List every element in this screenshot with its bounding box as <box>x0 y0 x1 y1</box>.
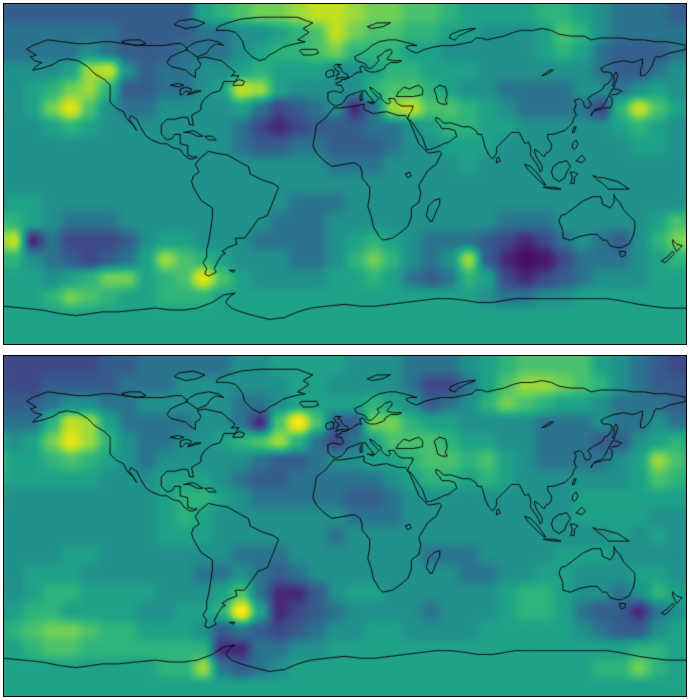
heatmap-panel-bottom <box>3 355 687 697</box>
figure <box>3 3 687 697</box>
heatmap-panel-top <box>3 3 687 345</box>
heatmap-canvas-top <box>4 4 686 344</box>
heatmap-canvas-bottom <box>4 356 686 696</box>
